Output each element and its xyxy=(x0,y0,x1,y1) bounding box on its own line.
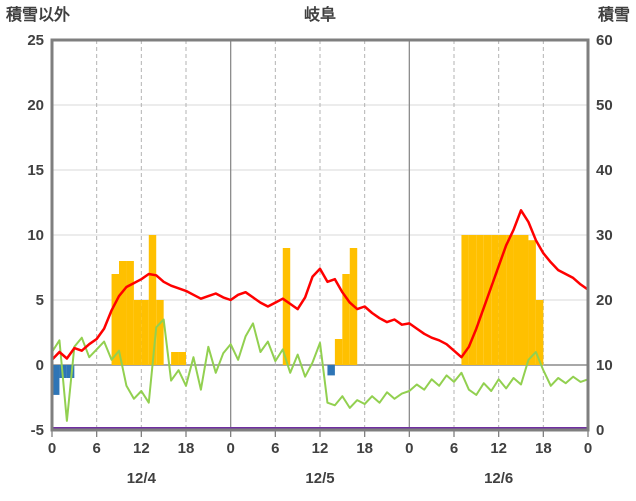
chart-frame xyxy=(50,38,590,432)
left-axis-tick-label: 10 xyxy=(27,227,44,244)
x-axis-tick-label: 18 xyxy=(178,440,195,457)
snow-bars-bar xyxy=(476,235,484,365)
snow-bars-bar xyxy=(171,352,179,365)
left-axis-tick-label: -5 xyxy=(31,422,44,439)
right-axis-tick-label: 50 xyxy=(596,97,613,114)
x-axis-tick-label: 6 xyxy=(271,440,279,457)
snow-bars-bar xyxy=(528,240,536,365)
snow-bars-bar xyxy=(334,339,343,365)
snow-bars-bar xyxy=(461,235,469,365)
red-line xyxy=(50,209,590,362)
date-label: 12/6 xyxy=(484,470,513,487)
right-axis-tick-label: 0 xyxy=(596,422,604,439)
snow-bars-bar xyxy=(521,235,529,365)
snow-bars-bar xyxy=(498,235,507,365)
snow-bars-bar xyxy=(133,300,142,365)
right-axis-title: 積雪 xyxy=(597,5,630,24)
plot-frame xyxy=(50,38,590,432)
snow-bars-bar xyxy=(148,235,157,365)
green-line xyxy=(51,318,589,422)
snow-bars-bar xyxy=(156,300,164,365)
x-axis-tick-label: 6 xyxy=(450,440,458,457)
blue-bars-bar xyxy=(52,365,60,395)
right-axis-tick-label: 20 xyxy=(596,292,613,309)
left-axis-tick-label: 15 xyxy=(27,162,44,179)
snow-bars-bar xyxy=(141,300,149,365)
snow-bars-bar xyxy=(119,261,127,365)
x-axis-tick-label: 0 xyxy=(405,440,413,457)
snow-bars-bar xyxy=(468,235,477,365)
right-axis-tick-label: 30 xyxy=(596,227,613,244)
x-axis-tick-label: 12 xyxy=(312,440,329,457)
snow-bars-bar xyxy=(342,274,350,365)
left-axis-tick-label: 20 xyxy=(27,97,44,114)
left-axis-tick-label: 25 xyxy=(27,32,44,49)
snow-bars-bar xyxy=(513,235,521,365)
snow-bars-bar xyxy=(178,352,186,365)
snow-bars-bar xyxy=(126,261,134,365)
x-axis-tick-label: 0 xyxy=(584,440,592,457)
snow-bars-bar xyxy=(491,235,499,365)
date-label: 12/4 xyxy=(127,470,157,487)
snow-bars-bar xyxy=(535,300,544,365)
left-axis-tick-label: 5 xyxy=(36,292,44,309)
left-axis-tick-label: 0 xyxy=(36,357,44,374)
snow-bars-bar xyxy=(506,235,514,365)
x-axis-tick-label: 0 xyxy=(48,440,56,457)
chart-title: 岐阜 xyxy=(304,5,336,24)
chart-line-series xyxy=(50,209,590,430)
right-axis-tick-label: 60 xyxy=(596,32,613,49)
snow-bars-bar xyxy=(111,274,119,365)
chart-bar-series xyxy=(52,235,544,395)
date-label: 12/5 xyxy=(305,470,334,487)
right-axis-tick-label: 10 xyxy=(596,357,613,374)
blue-bars-bar xyxy=(327,365,335,376)
x-axis-tick-label: 12 xyxy=(133,440,150,457)
x-axis-tick-label: 6 xyxy=(92,440,100,457)
x-axis-tick-label: 0 xyxy=(226,440,234,457)
left-axis-title: 積雪以外 xyxy=(5,5,70,24)
x-axis-tick-label: 18 xyxy=(356,440,373,457)
snow-bars-bar xyxy=(282,248,291,365)
right-axis-tick-label: 40 xyxy=(596,162,613,179)
blue-bars-bar xyxy=(66,365,75,378)
x-axis-tick-label: 12 xyxy=(490,440,507,457)
x-axis-tick-label: 18 xyxy=(535,440,552,457)
